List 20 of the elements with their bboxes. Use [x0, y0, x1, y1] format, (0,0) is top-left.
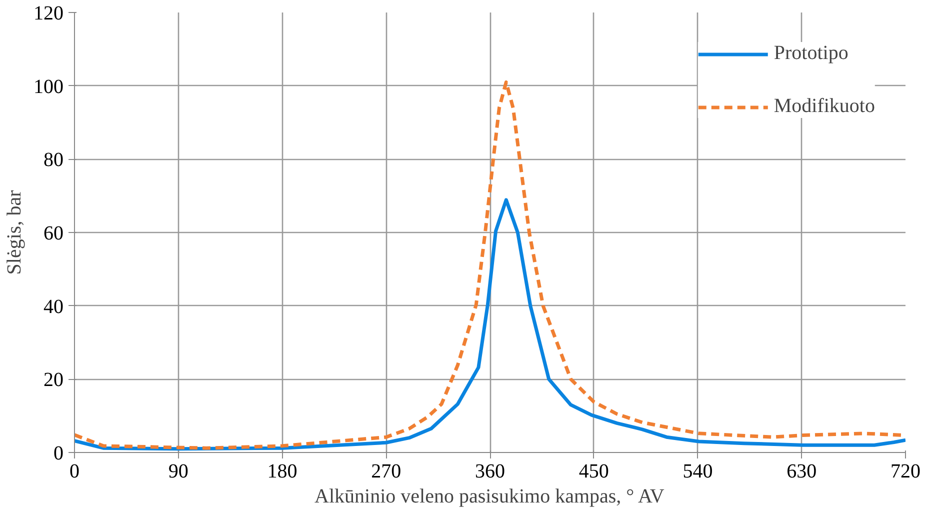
x-tick-label: 450 — [578, 460, 609, 482]
legend-label: Prototipo — [774, 42, 848, 65]
y-tick-label: 100 — [34, 76, 64, 98]
y-tick-label: 60 — [44, 222, 64, 244]
x-axis-title: Alkūninio veleno pasisukimo kampas, ° AV — [314, 486, 665, 508]
y-tick-label: 120 — [34, 2, 64, 24]
x-tick-label: 630 — [786, 460, 817, 482]
x-tick-label: 360 — [475, 460, 505, 482]
legend-label: Modifikuoto — [774, 95, 875, 118]
y-tick-label: 80 — [44, 149, 64, 172]
x-tick-label: 270 — [371, 460, 402, 482]
x-tick-label: 180 — [267, 460, 298, 482]
y-tick-label: 40 — [44, 296, 64, 318]
x-tick-label: 720 — [890, 460, 920, 482]
y-axis-title: Slėgis, bar — [4, 190, 26, 275]
x-tick-label: 90 — [168, 460, 188, 482]
x-tick-label: 540 — [682, 460, 713, 482]
x-tick-label: 0 — [70, 460, 80, 482]
y-tick-label: 20 — [44, 369, 64, 392]
y-tick-label: 0 — [54, 442, 64, 464]
